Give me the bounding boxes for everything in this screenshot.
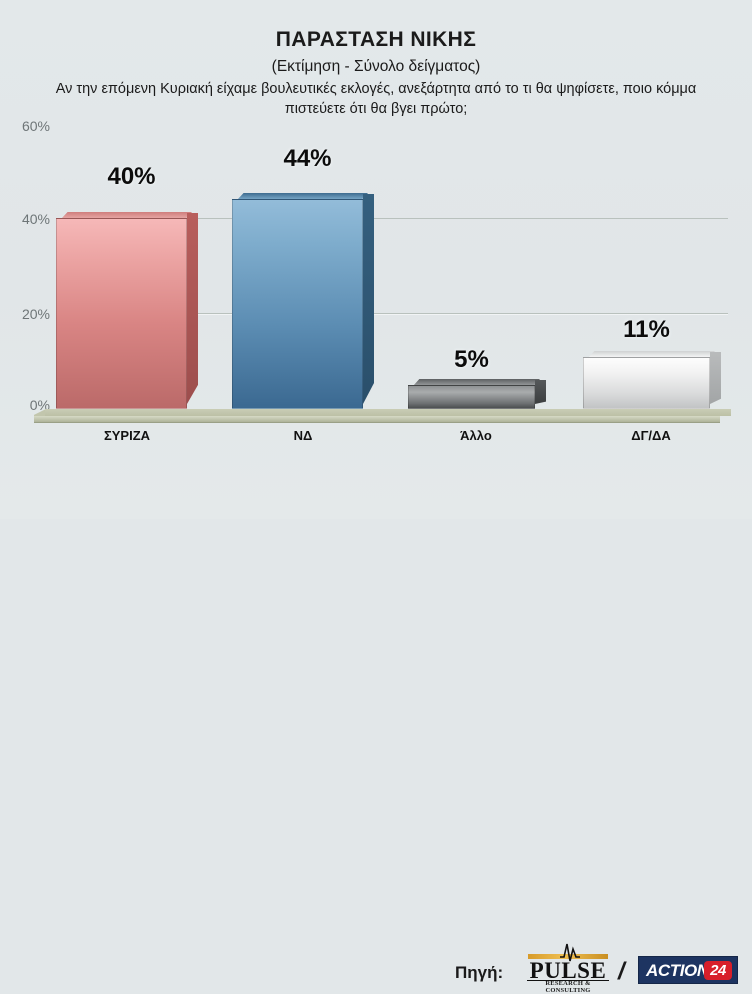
bar-value-label-nd: 44%	[283, 145, 332, 172]
bar-syriza[interactable]	[56, 212, 198, 409]
bar-allo[interactable]	[408, 379, 546, 409]
category-label-nd: ΝΔ	[293, 428, 313, 443]
y-tick-label-20: 20%	[21, 306, 50, 322]
action24-logo: ACTION 24	[638, 956, 738, 984]
axis-floor-top	[45, 409, 731, 416]
bar-front-face	[232, 199, 363, 409]
chart-subtitle: (Εκτίμηση - Σύνολο δείγματος)	[271, 58, 481, 75]
bar-top-face	[237, 193, 368, 200]
chart-question: Αν την επόμενη Κυριακή είχαμε βουλευτικέ…	[55, 81, 697, 117]
category-label-allo: Άλλο	[460, 428, 492, 443]
gridline-20	[56, 313, 728, 314]
bar-value-label-dg-da: 11%	[623, 316, 670, 343]
bar-top-face	[588, 351, 715, 358]
footer: Πηγή: PULSE RESEARCH & CONSULTING / ACTI…	[0, 476, 752, 994]
bar-side-face	[535, 380, 546, 404]
bar-top-face	[61, 212, 192, 219]
chart-title: ΠΑΡΑΣΤΑΣΗ ΝΙΚΗΣ	[275, 28, 477, 51]
category-label-dg-da: ΔΓ/ΔΑ	[631, 428, 671, 443]
pulse-wordmark: PULSE	[529, 958, 607, 983]
plot-area: 60% 40% 20% 0% 40% ΣΥΡΙΖΑ 44% ΝΔ	[21, 118, 731, 443]
pulse-logo: PULSE RESEARCH & CONSULTING	[524, 943, 612, 994]
axis-floor-front	[34, 416, 720, 423]
y-tick-label-60: 60%	[21, 118, 50, 134]
bar-front-face	[583, 357, 710, 409]
bar-side-face	[710, 352, 721, 404]
bar-top-face	[413, 379, 540, 386]
action24-number-badge: 24	[704, 961, 732, 980]
action24-wordmark: ACTION	[646, 961, 709, 980]
source-label: Πηγή:	[455, 963, 504, 982]
bar-front-face	[408, 385, 535, 409]
y-tick-label-40: 40%	[21, 211, 50, 227]
pulse-tagline: RESEARCH & CONSULTING	[545, 980, 591, 994]
bar-side-face	[363, 194, 374, 404]
category-label-syriza: ΣΥΡΙΖΑ	[103, 428, 151, 443]
bar-side-face	[187, 213, 198, 404]
y-tick-label-0: 0%	[29, 397, 50, 413]
bar-nd[interactable]	[232, 193, 374, 409]
bar-front-face	[56, 218, 187, 409]
gridline-40	[56, 218, 728, 219]
bar-value-label-allo: 5%	[454, 346, 489, 373]
bar-dg-da[interactable]	[583, 351, 721, 409]
bar-value-label-syriza: 40%	[107, 163, 156, 190]
logo-separator: /	[618, 958, 625, 985]
